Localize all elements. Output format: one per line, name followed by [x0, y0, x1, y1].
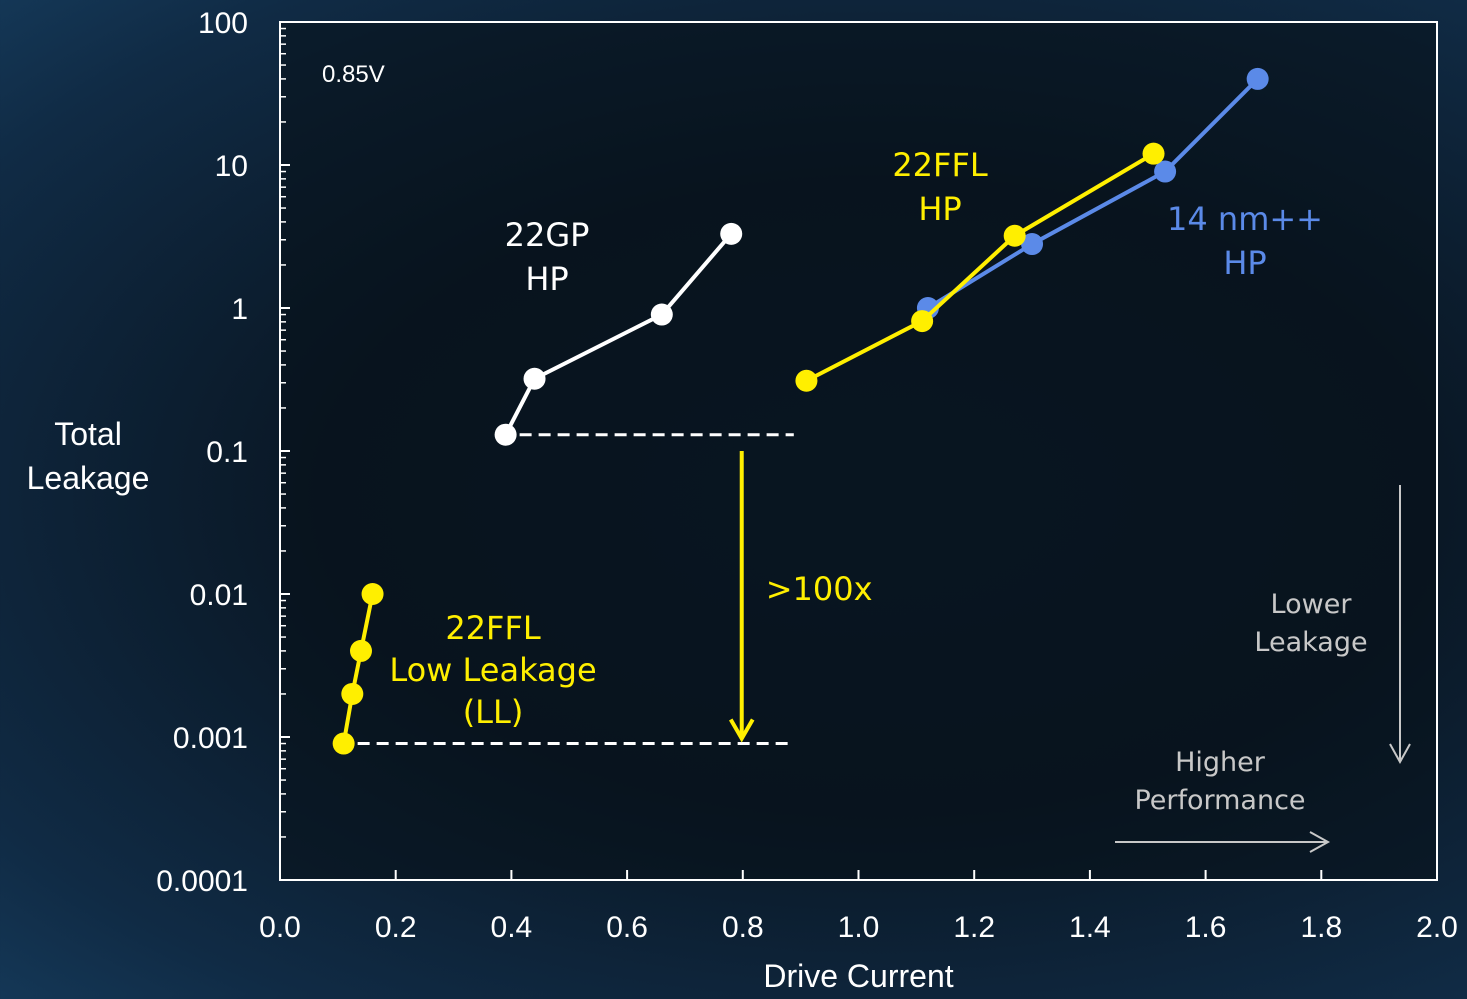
data-point — [1003, 224, 1026, 247]
data-point — [1246, 67, 1269, 90]
x-tick-label: 1.2 — [953, 911, 995, 944]
lower-leakage-label-line: Leakage — [1254, 627, 1367, 658]
series-label-line: HP — [918, 190, 961, 228]
y-tick-label: 1 — [231, 293, 248, 326]
series-line — [341, 593, 375, 744]
data-point — [361, 583, 384, 605]
series-line — [805, 151, 1155, 383]
y-tick-label: 100 — [198, 7, 248, 40]
series-label-line: (LL) — [463, 693, 524, 731]
data-point — [523, 367, 546, 390]
x-axis-title: Drive Current — [763, 958, 953, 994]
series-label-line: Low Leakage — [389, 651, 596, 689]
data-point — [650, 303, 673, 326]
higher-performance-label-line: Higher — [1175, 747, 1266, 778]
x-tick-label: 0.6 — [606, 911, 648, 944]
x-tick-label: 0.2 — [375, 911, 417, 944]
y-axis-title-line: Total — [54, 416, 122, 452]
series-label-line: 22FFL — [892, 146, 988, 184]
y-tick-label: 0.0001 — [156, 865, 248, 898]
data-point — [1142, 142, 1165, 165]
data-point — [332, 732, 355, 755]
data-point — [795, 369, 818, 392]
voltage-label: 0.85V — [322, 61, 385, 88]
higher-performance-label-line: Performance — [1134, 785, 1305, 816]
x-tick-label: 0.0 — [259, 911, 301, 944]
data-point — [341, 682, 364, 705]
y-axis-title-line: Leakage — [27, 460, 150, 496]
x-tick-label: 1.4 — [1069, 911, 1111, 944]
data-point — [1021, 233, 1044, 256]
series-label-line: 22GP — [505, 216, 590, 254]
series-line — [503, 232, 733, 436]
series-label-line: HP — [525, 260, 568, 298]
y-tick-label: 0.001 — [173, 722, 248, 755]
higher-performance-arrow-head — [1309, 831, 1331, 853]
lower-leakage-arrow-head — [1389, 743, 1411, 765]
y-tick-label: 0.01 — [190, 579, 248, 612]
data-point — [1154, 160, 1177, 183]
plot-frame — [279, 21, 1438, 881]
x-tick-label: 0.8 — [722, 911, 764, 944]
y-tick-label: 0.1 — [206, 436, 248, 469]
improvement-arrow-head — [728, 718, 755, 743]
series-label-line: 14 nm++ — [1167, 200, 1323, 238]
data-point — [349, 639, 372, 662]
data-point — [494, 423, 517, 446]
x-tick-label: 0.4 — [491, 911, 533, 944]
series-label-line: HP — [1223, 244, 1266, 282]
series-label-line: 22FFL — [445, 609, 541, 647]
x-tick-label: 1.0 — [838, 911, 880, 944]
lower-leakage-label-line: Lower — [1271, 589, 1353, 620]
improvement-label: >100x — [766, 570, 873, 608]
y-tick-label: 10 — [215, 150, 248, 183]
data-point — [720, 222, 743, 245]
x-tick-label: 1.8 — [1300, 911, 1342, 944]
series-line — [926, 77, 1260, 310]
x-tick-label: 2.0 — [1416, 911, 1458, 944]
x-tick-label: 1.6 — [1185, 911, 1227, 944]
data-point — [911, 310, 934, 333]
